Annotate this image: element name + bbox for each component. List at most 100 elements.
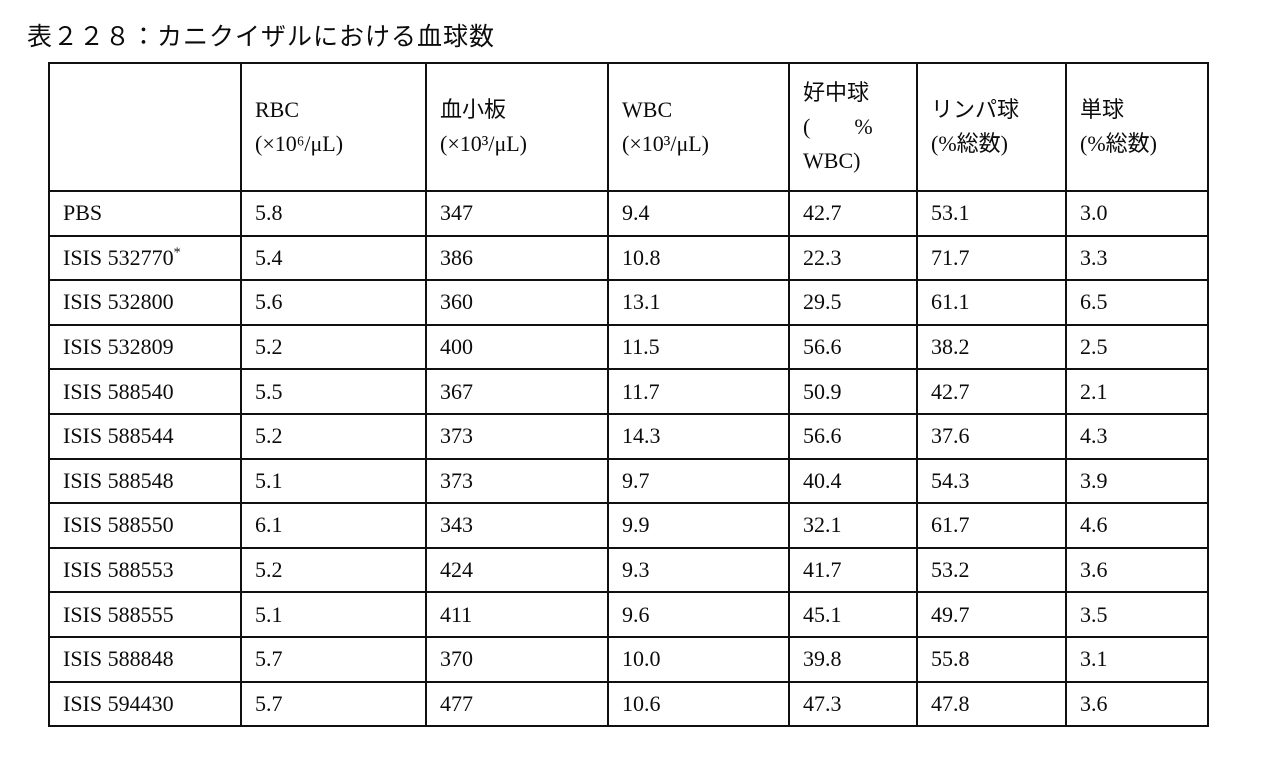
table-row: PBS 5.8 347 9.4 42.7 53.1 3.0 xyxy=(48,190,1209,237)
data-cell-lymphocyte: 55.8 xyxy=(916,635,1067,683)
data-cell-rbc: 5.2 xyxy=(240,546,427,594)
row-label: ISIS 588550 xyxy=(63,512,174,538)
row-label-cell: ISIS 588555 xyxy=(48,591,242,638)
data-cell-lymphocyte: 61.7 xyxy=(916,502,1067,549)
data-cell-platelet: 370 xyxy=(425,635,609,683)
data-cell-lymphocyte: 53.2 xyxy=(916,546,1067,594)
header-cell-row-label xyxy=(48,62,242,192)
data-cell-rbc: 5.1 xyxy=(240,457,427,505)
data-cell-lymphocyte: 61.1 xyxy=(916,279,1067,326)
row-label-superscript: * xyxy=(173,245,181,261)
table-row: ISIS 588544 5.2 373 14.3 56.6 37.6 4.3 xyxy=(48,412,1209,460)
table-row: ISIS 588550 6.1 343 9.9 32.1 61.7 4.6 xyxy=(48,502,1209,549)
header-line: RBC xyxy=(255,96,300,122)
table-row: ISIS 532770* 5.4 386 10.8 22.3 71.7 3.3 xyxy=(48,234,1209,282)
data-cell-rbc: 5.5 xyxy=(240,368,427,415)
data-cell-platelet: 367 xyxy=(425,368,609,415)
row-label: ISIS 532800 xyxy=(63,289,174,315)
data-cell-neutrophil: 56.6 xyxy=(788,412,918,460)
header-cell-lymphocyte: リンパ球 (%総数) xyxy=(916,62,1067,192)
data-cell-wbc: 9.6 xyxy=(607,591,790,638)
data-cell-rbc: 5.7 xyxy=(240,635,427,683)
header-unit: WBC) xyxy=(803,148,861,174)
table-header: RBC (×10⁶/μL) 血小板 (×10³/μL) WBC (×10³/μL… xyxy=(48,62,1209,192)
header-line: WBC xyxy=(622,96,673,122)
data-cell-platelet: 386 xyxy=(425,234,609,282)
row-label-cell: ISIS 532809 xyxy=(48,323,242,371)
data-cell-lymphocyte: 47.8 xyxy=(916,680,1067,728)
row-label: PBS xyxy=(63,200,103,226)
data-cell-lymphocyte: 53.1 xyxy=(916,190,1067,237)
data-cell-wbc: 9.3 xyxy=(607,546,790,594)
data-cell-wbc: 10.0 xyxy=(607,635,790,683)
header-cell-wbc: WBC (×10³/μL) xyxy=(607,62,790,192)
data-cell-neutrophil: 50.9 xyxy=(788,368,918,415)
data-cell-monocyte: 3.3 xyxy=(1065,234,1209,282)
data-cell-rbc: 5.6 xyxy=(240,279,427,326)
data-cell-platelet: 343 xyxy=(425,502,609,549)
data-cell-platelet: 373 xyxy=(425,457,609,505)
header-unit: ( % xyxy=(803,113,873,139)
data-cell-monocyte: 3.9 xyxy=(1065,457,1209,505)
data-cell-rbc: 6.1 xyxy=(240,502,427,549)
data-cell-platelet: 477 xyxy=(425,680,609,728)
data-cell-monocyte: 3.6 xyxy=(1065,680,1209,728)
header-unit: (%総数) xyxy=(931,131,1008,156)
row-label: ISIS 588548 xyxy=(63,467,174,493)
header-line: 好中球 xyxy=(803,79,870,105)
data-cell-rbc: 5.7 xyxy=(240,680,427,728)
table-row: ISIS 532809 5.2 400 11.5 56.6 38.2 2.5 xyxy=(48,323,1209,371)
row-label-cell: ISIS 588848 xyxy=(48,635,242,683)
data-cell-neutrophil: 41.7 xyxy=(788,546,918,594)
data-cell-wbc: 9.7 xyxy=(607,457,790,505)
data-cell-platelet: 424 xyxy=(425,546,609,594)
header-cell-rbc: RBC (×10⁶/μL) xyxy=(240,62,427,192)
data-cell-neutrophil: 45.1 xyxy=(788,591,918,638)
row-label-cell: ISIS 588550 xyxy=(48,502,242,549)
data-cell-rbc: 5.2 xyxy=(240,412,427,460)
table-row: ISIS 588548 5.1 373 9.7 40.4 54.3 3.9 xyxy=(48,457,1209,505)
row-label: ISIS 532770 xyxy=(63,244,174,270)
row-label: ISIS 588544 xyxy=(63,423,174,449)
header-cell-platelet: 血小板 (×10³/μL) xyxy=(425,62,609,192)
row-label-cell: ISIS 532800 xyxy=(48,279,242,326)
data-cell-wbc: 10.8 xyxy=(607,234,790,282)
table-row: ISIS 594430 5.7 477 10.6 47.3 47.8 3.6 xyxy=(48,680,1209,728)
row-label-cell: ISIS 532770* xyxy=(48,234,242,282)
data-cell-rbc: 5.4 xyxy=(240,234,427,282)
data-cell-monocyte: 4.6 xyxy=(1065,502,1209,549)
data-cell-monocyte: 3.5 xyxy=(1065,591,1209,638)
data-cell-wbc: 11.5 xyxy=(607,323,790,371)
row-label-cell: ISIS 588544 xyxy=(48,412,242,460)
row-label: ISIS 588555 xyxy=(63,601,174,627)
row-label: ISIS 532809 xyxy=(63,334,174,360)
data-cell-platelet: 347 xyxy=(425,190,609,237)
table-row: ISIS 588555 5.1 411 9.6 45.1 49.7 3.5 xyxy=(48,591,1209,638)
data-cell-monocyte: 3.6 xyxy=(1065,546,1209,594)
data-cell-platelet: 411 xyxy=(425,591,609,638)
data-cell-wbc: 11.7 xyxy=(607,368,790,415)
table-body: PBS 5.8 347 9.4 42.7 53.1 3.0 ISIS 53277… xyxy=(48,190,1209,728)
header-row: RBC (×10⁶/μL) 血小板 (×10³/μL) WBC (×10³/μL… xyxy=(48,62,1209,192)
data-cell-platelet: 400 xyxy=(425,323,609,371)
row-label-cell: ISIS 594430 xyxy=(48,680,242,728)
data-cell-monocyte: 4.3 xyxy=(1065,412,1209,460)
data-cell-lymphocyte: 71.7 xyxy=(916,234,1067,282)
data-cell-neutrophil: 32.1 xyxy=(788,502,918,549)
row-label: ISIS 588848 xyxy=(63,646,174,672)
data-cell-wbc: 14.3 xyxy=(607,412,790,460)
data-cell-wbc: 13.1 xyxy=(607,279,790,326)
row-label: ISIS 588553 xyxy=(63,557,174,583)
data-cell-wbc: 9.4 xyxy=(607,190,790,237)
table-title: 表２２８：カニクイザルにおける血球数 xyxy=(27,24,496,51)
header-cell-monocyte: 単球 (%総数) xyxy=(1065,62,1209,192)
data-cell-monocyte: 6.5 xyxy=(1065,279,1209,326)
data-cell-lymphocyte: 38.2 xyxy=(916,323,1067,371)
blood-count-table: RBC (×10⁶/μL) 血小板 (×10³/μL) WBC (×10³/μL… xyxy=(48,62,1209,728)
data-cell-monocyte: 3.0 xyxy=(1065,190,1209,237)
header-line: リンパ球 xyxy=(931,96,1020,122)
table-row: ISIS 532800 5.6 360 13.1 29.5 61.1 6.5 xyxy=(48,279,1209,326)
row-label-cell: ISIS 588553 xyxy=(48,546,242,594)
data-cell-neutrophil: 56.6 xyxy=(788,323,918,371)
